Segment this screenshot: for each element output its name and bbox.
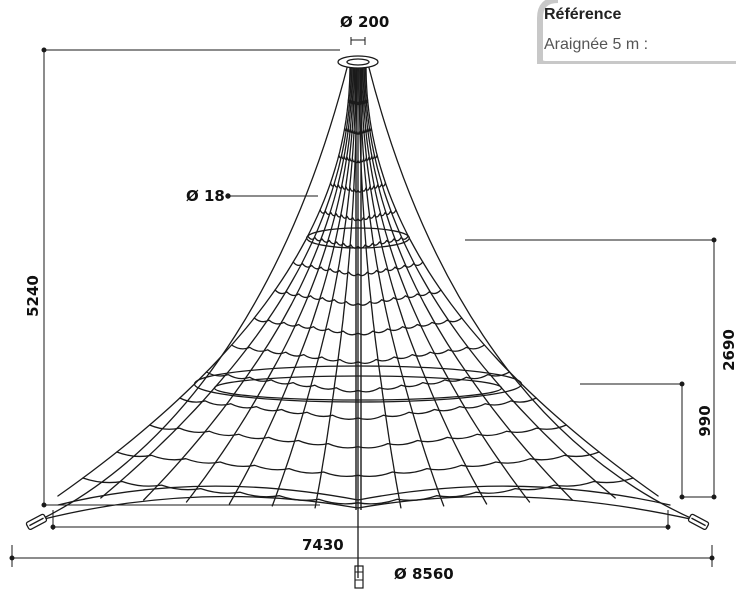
upper-platform-height-label: 2690 [720,329,736,371]
rope-diameter-label: Ø 18 [186,187,225,205]
net-vertical-rope [360,63,488,505]
base-diameter-label: Ø 8560 [394,565,454,583]
net-horizontal-rope [230,344,486,364]
rope-net [39,63,696,521]
net-vertical-rope [271,63,357,507]
net-horizontal-rope [116,451,600,478]
net-vertical-rope [358,63,402,509]
net-vertical-rope [143,63,353,501]
dimension-lines [9,37,717,567]
net-vertical-rope [364,63,616,499]
net-horizontal-rope [292,261,424,277]
net-horizontal-rope [179,397,537,420]
net-vertical-rope [363,63,573,501]
net-vertical-rope [365,63,659,497]
net-vertical-rope [228,63,356,505]
net-edge-left [39,63,349,521]
lower-platform-ring [193,365,523,403]
ground-anchors [25,513,710,531]
net-horizontal-rope [274,289,442,306]
net-vertical-rope [100,63,352,499]
net-horizontal-rope [307,235,409,249]
net-vertical-rope [185,63,355,503]
central-mast [354,62,364,589]
net-edge-right [367,63,696,521]
reference-value: Araignée 5 m : [544,36,649,53]
net-vertical-rope [57,63,351,497]
net-horizontal-rope [149,424,567,449]
top-ring [337,55,379,69]
lower-platform-height-label: 990 [696,405,714,436]
net-vertical-rope [359,63,445,507]
lower-platform-inner-ring [213,375,503,401]
reference-title: Référence [544,6,622,23]
net-vertical-rope [361,63,531,503]
net-bottom-edge [57,485,671,506]
net-horizontal-rope [338,154,378,164]
upper-platform-ring [306,227,410,249]
total-height-label: 5240 [24,275,42,317]
net-horizontal-rope [347,99,369,106]
net-horizontal-rope [344,127,372,135]
net-horizontal-rope [253,317,463,336]
net-horizontal-rope [82,477,634,505]
net-horizontal-rope [329,182,387,193]
net-outer-bottom-edge [39,495,696,521]
anchor-span-label: 7430 [302,536,344,554]
top-diameter-label: Ø 200 [340,13,389,31]
net-horizontal-rope [319,209,397,222]
reference-box: Référence Araignée 5 m : [536,0,736,64]
